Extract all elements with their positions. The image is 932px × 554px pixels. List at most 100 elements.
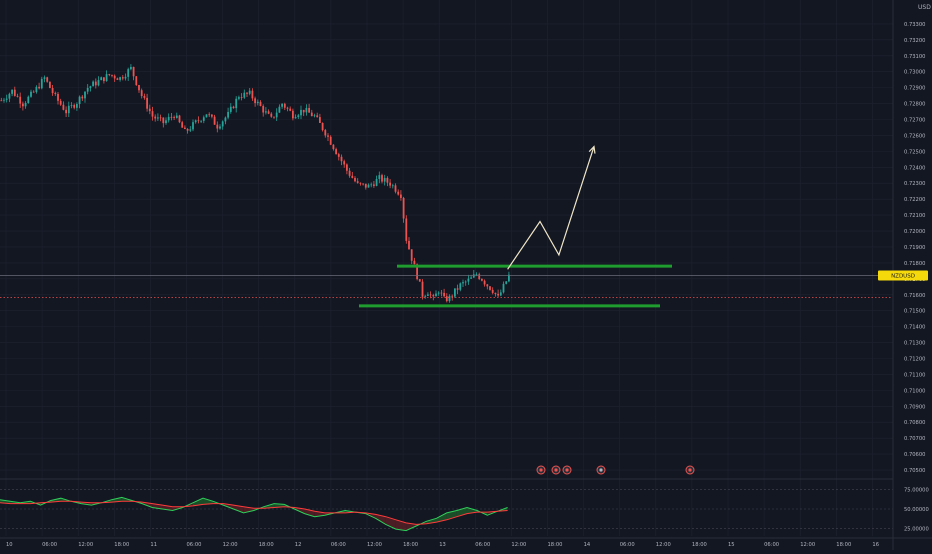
candle-body [289, 108, 292, 111]
candle [437, 291, 440, 296]
price-tick-label: 0.70700 [904, 436, 925, 442]
candle-body [489, 286, 491, 290]
candle [184, 125, 186, 130]
candle [497, 289, 499, 298]
candle-body [105, 74, 108, 82]
candle [157, 113, 159, 121]
candle [248, 87, 251, 96]
candle [216, 121, 219, 133]
candle-body [497, 293, 499, 296]
price-axis-unit: USD [918, 4, 931, 11]
candle-body [189, 129, 192, 131]
price-tick-label: 0.73000 [904, 70, 925, 76]
time-tick-label: 18:00 [548, 542, 563, 548]
oscillator-band [192, 498, 204, 506]
candles [0, 64, 510, 303]
candle [421, 279, 424, 300]
event-marker-dot [565, 468, 569, 472]
candle-body [286, 107, 289, 109]
candle-body [27, 96, 30, 104]
candle [194, 119, 197, 124]
candle-body [448, 295, 451, 302]
candle [418, 279, 421, 282]
oscillator-tick-label: 75.00000 [904, 488, 929, 494]
candle [283, 102, 286, 111]
candle [13, 86, 16, 97]
candle-body [435, 293, 437, 297]
oscillator-fast-line [0, 496, 508, 532]
time-tick-label: 13 [439, 542, 446, 548]
candle [240, 93, 243, 101]
candle [162, 117, 165, 128]
time-tick-label: 06:00 [475, 542, 490, 548]
time-tick-label: 12:00 [800, 542, 815, 548]
candle [105, 70, 108, 82]
candle [278, 104, 281, 113]
candle [337, 152, 340, 161]
candle [292, 108, 294, 121]
candle-body [370, 184, 373, 186]
candle [11, 89, 13, 97]
price-tick-label: 0.71000 [904, 388, 925, 394]
time-tick-label: 12:00 [78, 542, 93, 548]
candle-body [443, 292, 445, 297]
price-tick-label: 0.71100 [904, 372, 925, 378]
time-tick-label: 18:00 [836, 542, 851, 548]
candle-body [481, 278, 483, 281]
candle [313, 113, 316, 118]
candle-body [383, 177, 386, 182]
candle [362, 183, 364, 186]
candle-body [265, 111, 267, 113]
price-tick-label: 0.70800 [904, 420, 925, 426]
candle-body [262, 105, 265, 113]
candle [167, 113, 170, 123]
candle [383, 174, 386, 186]
candle [235, 96, 238, 113]
candle [86, 84, 89, 95]
candle [246, 92, 248, 97]
candle-body [310, 112, 313, 117]
candle-body [483, 280, 486, 285]
candle-body [38, 86, 40, 89]
price-tick-label: 0.72800 [904, 102, 925, 108]
candle-body [157, 117, 159, 119]
candle-body [67, 105, 70, 114]
candle [378, 171, 381, 184]
candle [32, 90, 35, 93]
candle [275, 108, 278, 121]
candle-body [130, 66, 132, 70]
time-tick-label: 06:00 [187, 542, 202, 548]
candle-body [337, 154, 340, 157]
candle-body [127, 69, 130, 77]
candle [367, 183, 370, 188]
candle [148, 104, 151, 115]
time-tick-label: 14 [584, 542, 591, 548]
candle [19, 92, 22, 108]
candle [140, 88, 143, 99]
drawings [0, 145, 893, 308]
candle-body [305, 107, 308, 113]
candle-body [119, 77, 121, 80]
price-tick-label: 0.71600 [904, 293, 925, 299]
candle-body [165, 120, 167, 124]
candle-body [54, 93, 57, 94]
candle-body [62, 104, 65, 110]
price-tick-label: 0.72600 [904, 133, 925, 139]
candle [286, 106, 289, 112]
candle-body [389, 182, 391, 186]
price-tick-label: 0.72300 [904, 181, 925, 187]
candle [181, 120, 184, 128]
candle-body [81, 96, 84, 99]
candle-body [273, 116, 275, 118]
candle-body [462, 282, 464, 284]
candle-body [213, 116, 216, 125]
candle-body [459, 283, 462, 290]
candle-body [421, 281, 424, 297]
candle [427, 292, 429, 297]
candle-body [151, 111, 154, 117]
event-marker-dot [539, 468, 543, 472]
candle [65, 106, 67, 118]
event-marker-dot [554, 468, 558, 472]
